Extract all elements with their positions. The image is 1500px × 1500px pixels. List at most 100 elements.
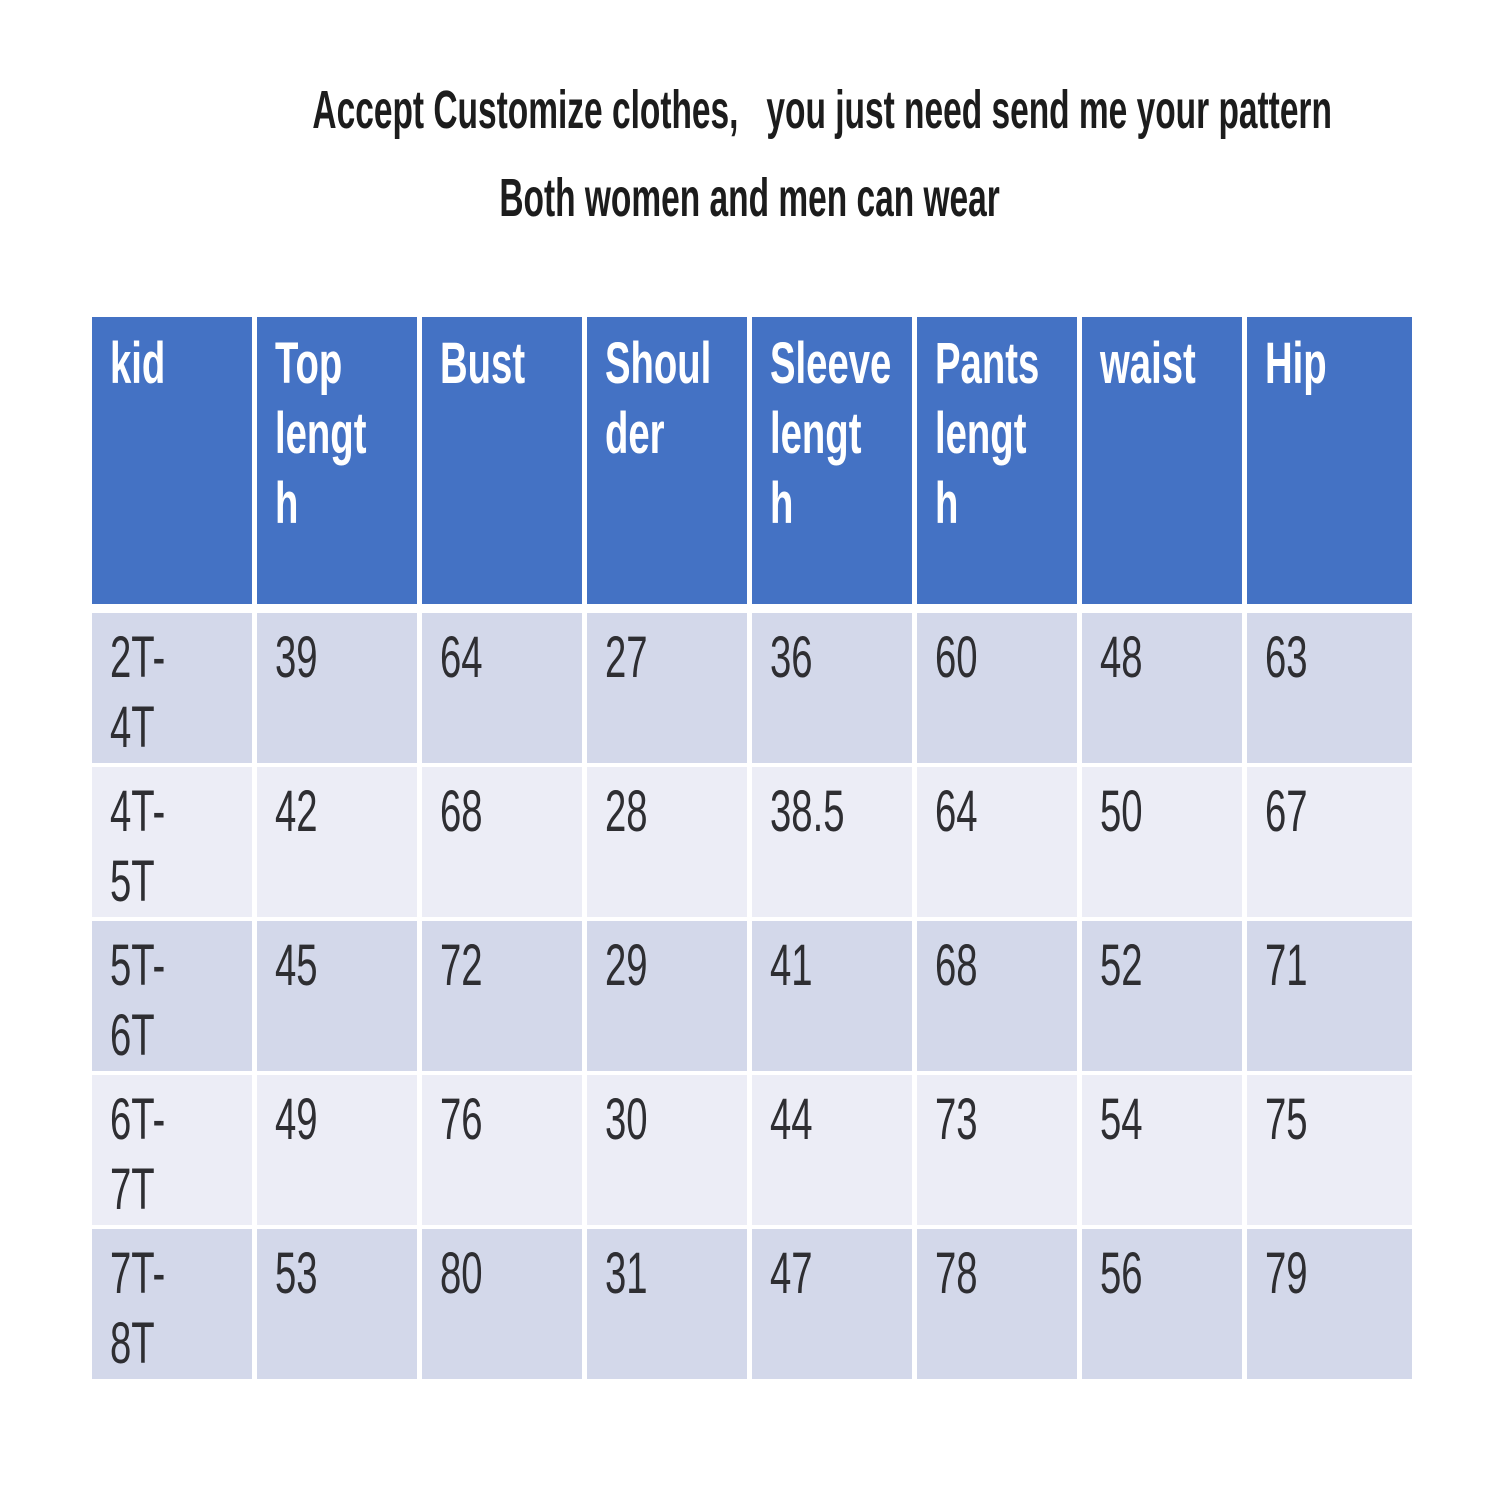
cell-value: 64 <box>935 779 978 844</box>
cell-value: 39 <box>275 625 318 690</box>
header-cell-waist-label: waist <box>1100 331 1196 396</box>
cell-value: 48 <box>1100 625 1143 690</box>
cell-value: 56 <box>1100 1241 1143 1306</box>
cell-value: 52 <box>1100 933 1143 998</box>
size-row-label: 5T-6T <box>92 921 257 1075</box>
cell-value: 6T-7T <box>110 1087 166 1222</box>
size-cell: 78 <box>917 1229 1082 1379</box>
cell-value: 2T-4T <box>110 625 166 760</box>
header-cell-pants-length-label: Pants lengt h <box>935 331 1040 536</box>
cell-value: 27 <box>605 625 648 690</box>
size-cell: 72 <box>422 921 587 1075</box>
size-cell: 63 <box>1247 613 1412 767</box>
size-cell: 52 <box>1082 921 1247 1075</box>
cell-value: 7T-8T <box>110 1241 166 1376</box>
cell-value: 63 <box>1265 625 1308 690</box>
header-cell-top-length: Top lengt h <box>257 317 422 613</box>
size-cell: 68 <box>422 767 587 921</box>
cell-value: 73 <box>935 1087 978 1152</box>
size-cell: 30 <box>587 1075 752 1229</box>
cell-value: 78 <box>935 1241 978 1306</box>
size-cell: 29 <box>587 921 752 1075</box>
size-cell: 48 <box>1082 613 1247 767</box>
cell-value: 60 <box>935 625 978 690</box>
header-cell-bust: Bust <box>422 317 587 613</box>
size-row-label: 7T-8T <box>92 1229 257 1379</box>
size-cell: 79 <box>1247 1229 1412 1379</box>
header-row: kid Top lengt h Bust Shoul der Sleeve le… <box>92 317 1412 613</box>
cell-value: 80 <box>440 1241 483 1306</box>
cell-value: 41 <box>770 933 813 998</box>
cell-value: 31 <box>605 1241 648 1306</box>
size-chart-table: kid Top lengt h Bust Shoul der Sleeve le… <box>92 317 1412 1379</box>
cell-value: 4T-5T <box>110 779 166 914</box>
size-chart-body: 2T-4T 39 64 27 36 60 48 63 4T-5T 42 68 2… <box>92 613 1412 1379</box>
cell-value: 64 <box>440 625 483 690</box>
cell-value: 44 <box>770 1087 813 1152</box>
size-cell: 49 <box>257 1075 422 1229</box>
table-row-6t-7t: 6T-7T 49 76 30 44 73 54 75 <box>92 1075 1412 1229</box>
size-cell: 41 <box>752 921 917 1075</box>
size-cell: 50 <box>1082 767 1247 921</box>
title-line-2: Both women and men can wear <box>0 154 1500 242</box>
cell-value: 38.5 <box>770 779 845 844</box>
cell-value: 68 <box>440 779 483 844</box>
cell-value: 29 <box>605 933 648 998</box>
header-cell-pants-length: Pants lengt h <box>917 317 1082 613</box>
header-cell-sleeve-length-label: Sleeve lengt h <box>770 331 892 536</box>
size-cell: 71 <box>1247 921 1412 1075</box>
size-cell: 44 <box>752 1075 917 1229</box>
size-cell: 53 <box>257 1229 422 1379</box>
size-cell: 36 <box>752 613 917 767</box>
header-cell-shoulder: Shoul der <box>587 317 752 613</box>
page-title: Accept Customize clothes, you just need … <box>0 66 1500 242</box>
cell-value: 79 <box>1265 1241 1308 1306</box>
header-cell-kid-label: kid <box>110 331 166 396</box>
size-cell: 27 <box>587 613 752 767</box>
header-cell-hip: Hip <box>1247 317 1412 613</box>
size-cell: 54 <box>1082 1075 1247 1229</box>
cell-value: 47 <box>770 1241 813 1306</box>
size-cell: 67 <box>1247 767 1412 921</box>
table-row-4t-5t: 4T-5T 42 68 28 38.5 64 50 67 <box>92 767 1412 921</box>
cell-value: 42 <box>275 779 318 844</box>
cell-value: 30 <box>605 1087 648 1152</box>
table-row-5t-6t: 5T-6T 45 72 29 41 68 52 71 <box>92 921 1412 1075</box>
size-cell: 42 <box>257 767 422 921</box>
cell-value: 49 <box>275 1087 318 1152</box>
size-cell: 45 <box>257 921 422 1075</box>
cell-value: 67 <box>1265 779 1308 844</box>
cell-value: 72 <box>440 933 483 998</box>
size-cell: 39 <box>257 613 422 767</box>
table-row-2t-4t: 2T-4T 39 64 27 36 60 48 63 <box>92 613 1412 767</box>
cell-value: 36 <box>770 625 813 690</box>
title-line-1-text: Accept Customize clothes, you just need … <box>312 80 1332 140</box>
size-cell: 47 <box>752 1229 917 1379</box>
cell-value: 5T-6T <box>110 933 166 1068</box>
size-cell: 31 <box>587 1229 752 1379</box>
cell-value: 54 <box>1100 1087 1143 1152</box>
table-row-7t-8t: 7T-8T 53 80 31 47 78 56 79 <box>92 1229 1412 1379</box>
size-cell: 73 <box>917 1075 1082 1229</box>
size-cell: 64 <box>422 613 587 767</box>
cell-value: 50 <box>1100 779 1143 844</box>
header-cell-hip-label: Hip <box>1265 331 1327 396</box>
cell-value: 28 <box>605 779 648 844</box>
size-cell: 80 <box>422 1229 587 1379</box>
size-cell: 28 <box>587 767 752 921</box>
size-cell: 56 <box>1082 1229 1247 1379</box>
title-line-1: Accept Customize clothes, you just need … <box>0 66 1500 154</box>
title-line-2-text: Both women and men can wear <box>499 168 1001 228</box>
cell-value: 75 <box>1265 1087 1308 1152</box>
cell-value: 45 <box>275 933 318 998</box>
size-cell: 38.5 <box>752 767 917 921</box>
cell-value: 53 <box>275 1241 318 1306</box>
header-cell-top-length-label: Top lengt h <box>275 331 367 536</box>
size-cell: 76 <box>422 1075 587 1229</box>
size-chart-header-row: kid Top lengt h Bust Shoul der Sleeve le… <box>92 317 1412 613</box>
header-cell-shoulder-label: Shoul der <box>605 331 712 466</box>
size-cell: 60 <box>917 613 1082 767</box>
size-row-label: 2T-4T <box>92 613 257 767</box>
size-row-label: 6T-7T <box>92 1075 257 1229</box>
